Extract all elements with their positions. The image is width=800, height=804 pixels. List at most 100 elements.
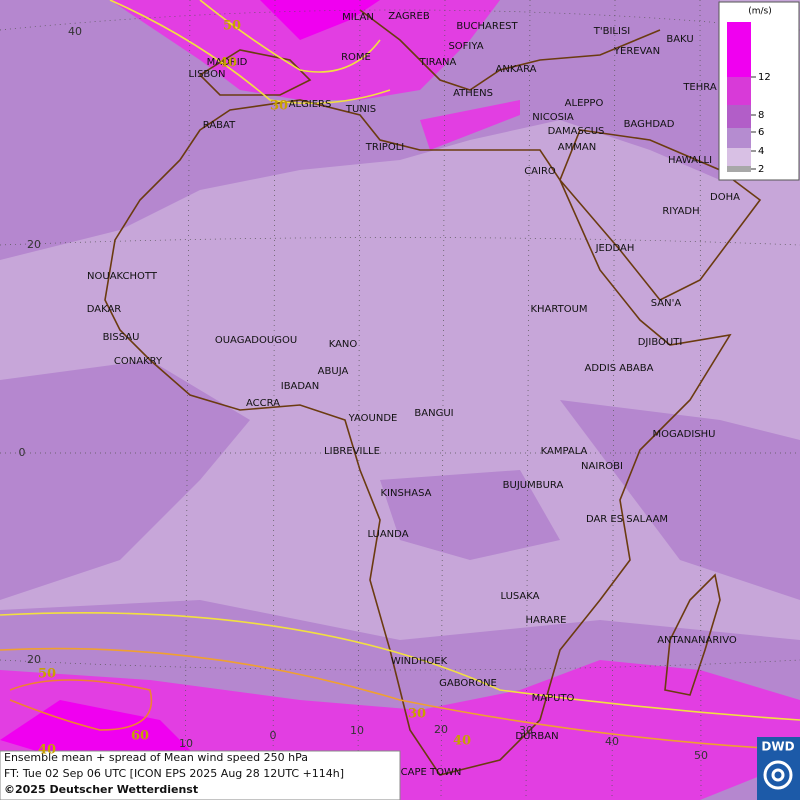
- city-label: CONAKRY: [114, 356, 163, 367]
- coastlines: [104, 9, 762, 776]
- isotachs: [0, 0, 800, 751]
- lon-label: 0: [270, 729, 277, 742]
- city-label: ABUJA: [318, 366, 349, 377]
- city-label: SOFIYA: [448, 41, 483, 52]
- legend-swatch: [727, 105, 751, 128]
- lat-label: 20: [27, 653, 41, 666]
- city-label: MADRID: [207, 57, 248, 68]
- contour-label: 50: [38, 667, 56, 682]
- city-label: NICOSIA: [532, 112, 574, 123]
- city-label: ROME: [341, 52, 371, 63]
- city-label: BUJUMBURA: [503, 480, 564, 491]
- footer: Ensemble mean + spread of Mean wind spee…: [0, 750, 401, 801]
- city-label: MOGADISHU: [653, 429, 716, 440]
- contour-label: 60: [131, 729, 149, 744]
- city-label: DAMASCUS: [548, 126, 605, 137]
- logo-box: [757, 737, 800, 800]
- contour-label: 40: [38, 743, 56, 758]
- lon-label: 40: [605, 735, 619, 748]
- city-label: KINSHASA: [380, 488, 431, 499]
- city-label: DURBAN: [515, 731, 558, 742]
- city-label: ANKARA: [496, 64, 537, 75]
- footer-line: ©2025 Deutscher Wetterdienst: [4, 783, 198, 796]
- city-label: BAKU: [666, 34, 693, 45]
- city-label: NAIROBI: [581, 461, 623, 472]
- lon-label: 20: [434, 723, 448, 736]
- city-label: IBADAN: [281, 381, 320, 392]
- city-label: NOUAKCHOTT: [87, 271, 158, 282]
- city-label: KAMPALA: [541, 446, 588, 457]
- city-label: LIBREVILLE: [324, 446, 380, 457]
- legend-tick-label: 2: [758, 164, 764, 175]
- city-label: OUAGADOUGOU: [215, 335, 297, 346]
- city-label: MAPUTO: [532, 693, 575, 704]
- lat-label: 20: [27, 238, 41, 251]
- legend-swatch: [727, 128, 751, 148]
- contour-label: 50: [223, 19, 241, 34]
- city-label: KHARTOUM: [530, 304, 587, 315]
- city-label: DJIBOUTI: [638, 337, 683, 348]
- city-label: DAKAR: [87, 304, 122, 315]
- legend-swatch: [727, 77, 751, 105]
- city-label: CAIRO: [524, 166, 556, 177]
- city-label: ALGIERS: [289, 99, 332, 110]
- city-label: TUNIS: [345, 104, 376, 115]
- contour-label: 30: [408, 707, 426, 722]
- lon-label: 10: [179, 737, 193, 750]
- city-label: DOHA: [710, 192, 740, 203]
- city-label: TRIPOLI: [365, 142, 404, 153]
- city-label: KANO: [329, 339, 358, 350]
- city-label: MILAN: [342, 12, 374, 23]
- legend-swatch: [727, 22, 751, 77]
- city-label: TEHRA: [682, 82, 716, 93]
- city-label: YEREVAN: [613, 46, 660, 57]
- city-label: BANGUI: [414, 408, 453, 419]
- contour-label: 30: [270, 99, 288, 114]
- city-label: ANTANANARIVO: [657, 635, 737, 646]
- city-label: CAPE TOWN: [401, 767, 462, 778]
- lat-label: 0: [19, 446, 26, 459]
- legend-tick-label: 12: [758, 72, 771, 83]
- city-label: YAOUNDE: [348, 413, 398, 424]
- city-label: LUSAKA: [501, 591, 540, 602]
- city-label: BUCHAREST: [456, 21, 518, 32]
- city-label: ZAGREB: [388, 11, 430, 22]
- footer-line: FT: Tue 02 Sep 06 UTC [ICON EPS 2025 Aug…: [4, 767, 344, 780]
- legend-tick-label: 6: [758, 127, 764, 138]
- city-label: ALEPPO: [565, 98, 604, 109]
- lon-label: 30: [519, 724, 533, 737]
- city-label: T'BILISI: [593, 26, 630, 37]
- lon-label: 10: [350, 724, 364, 737]
- city-label: TIRANA: [419, 57, 457, 68]
- lon-label: 50: [694, 749, 708, 762]
- city-label: RIYADH: [662, 206, 699, 217]
- lat-label: 40: [68, 25, 82, 38]
- logo: DWD: [757, 737, 800, 800]
- legend-swatch: [727, 148, 751, 166]
- city-label: DAR ES SALAAM: [586, 514, 668, 525]
- legend: (m/s) 2 4 6 8 12: [718, 1, 800, 181]
- city-label: LISBON: [189, 69, 226, 80]
- city-label: BAGHDAD: [624, 119, 675, 130]
- city-label: HARARE: [525, 615, 566, 626]
- city-label: WINDHOEK: [391, 656, 448, 667]
- footer-line: Ensemble mean + spread of Mean wind spee…: [4, 751, 308, 764]
- contour-label: 40: [453, 734, 471, 749]
- city-label: BISSAU: [103, 332, 140, 343]
- city-label: ADDIS ABABA: [585, 363, 654, 374]
- legend-tick-label: 4: [758, 146, 764, 157]
- logo-text: DWD: [761, 740, 794, 754]
- city-label: JEDDAH: [595, 243, 635, 254]
- legend-tick-label: 8: [758, 110, 764, 121]
- city-label: RABAT: [203, 120, 236, 131]
- footer-box: [0, 750, 401, 801]
- logo-icon: [763, 760, 793, 790]
- city-label: ATHENS: [453, 88, 493, 99]
- legend-unit: (m/s): [748, 7, 772, 17]
- city-label: SAN'A: [651, 298, 682, 309]
- city-label: AMMAN: [558, 142, 596, 153]
- city-label: GABORONE: [439, 678, 497, 689]
- city-label: ACCRA: [246, 398, 280, 409]
